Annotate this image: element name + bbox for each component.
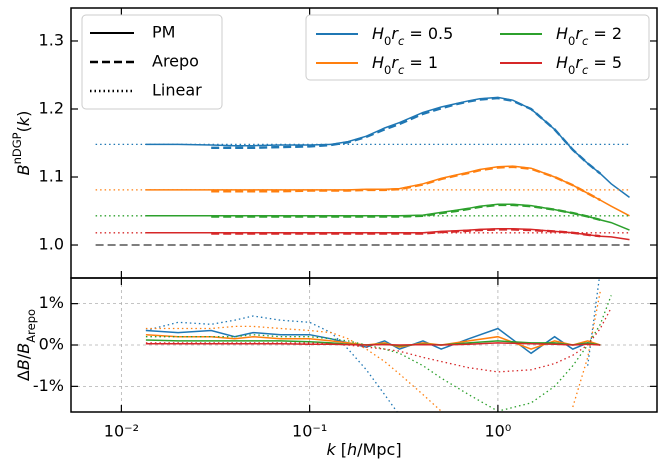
axes: 1.0 1.1 1.2 1.3 BnDGP(k) PM Arepo Linear H0rc = …	[10, 7, 658, 459]
x-axis-label: k [h/Mpc]	[326, 440, 401, 459]
arepo-line	[211, 96, 602, 175]
y-axis-label: BnDGP(k)	[10, 111, 33, 176]
legend-label: Arepo	[152, 52, 199, 71]
legend-label: H0rc = 5	[556, 53, 622, 77]
legend-box	[305, 14, 650, 81]
pm-line	[145, 165, 630, 217]
legend-label: PM	[152, 23, 175, 42]
y-tick-label: 0%	[39, 335, 64, 354]
pm-line	[145, 227, 630, 241]
plot-frame	[70, 277, 658, 413]
legend-box	[81, 14, 223, 110]
linear-line	[145, 291, 601, 412]
pm-line	[145, 342, 601, 346]
top-plot	[95, 96, 630, 246]
linear-line	[145, 295, 612, 412]
legend-label: Linear	[152, 81, 202, 100]
y-tick-label: 1.1	[39, 167, 64, 186]
y-tick-label: 1.3	[39, 30, 64, 49]
y-tick-label: -1%	[33, 376, 64, 395]
legend-label: H0rc = 1	[372, 53, 438, 77]
x-tick-label: 10⁰	[485, 422, 512, 441]
legend-label: H0rc = 0.5	[372, 24, 453, 48]
legend-label: H0rc = 2	[556, 24, 622, 48]
x-tick-label: 10⁻²	[104, 422, 139, 441]
linear-line	[145, 307, 612, 373]
pm-line	[145, 203, 630, 231]
pm-line	[145, 96, 630, 199]
y-axis-label: ΔB/BArepo	[14, 309, 38, 381]
x-tick-label: 10⁻¹	[292, 422, 327, 441]
y-tick-label: 1.0	[39, 235, 64, 254]
y-tick-label: 1%	[39, 293, 64, 312]
y-tick-label: 1.2	[39, 98, 64, 117]
bottom-plot	[71, 278, 657, 412]
